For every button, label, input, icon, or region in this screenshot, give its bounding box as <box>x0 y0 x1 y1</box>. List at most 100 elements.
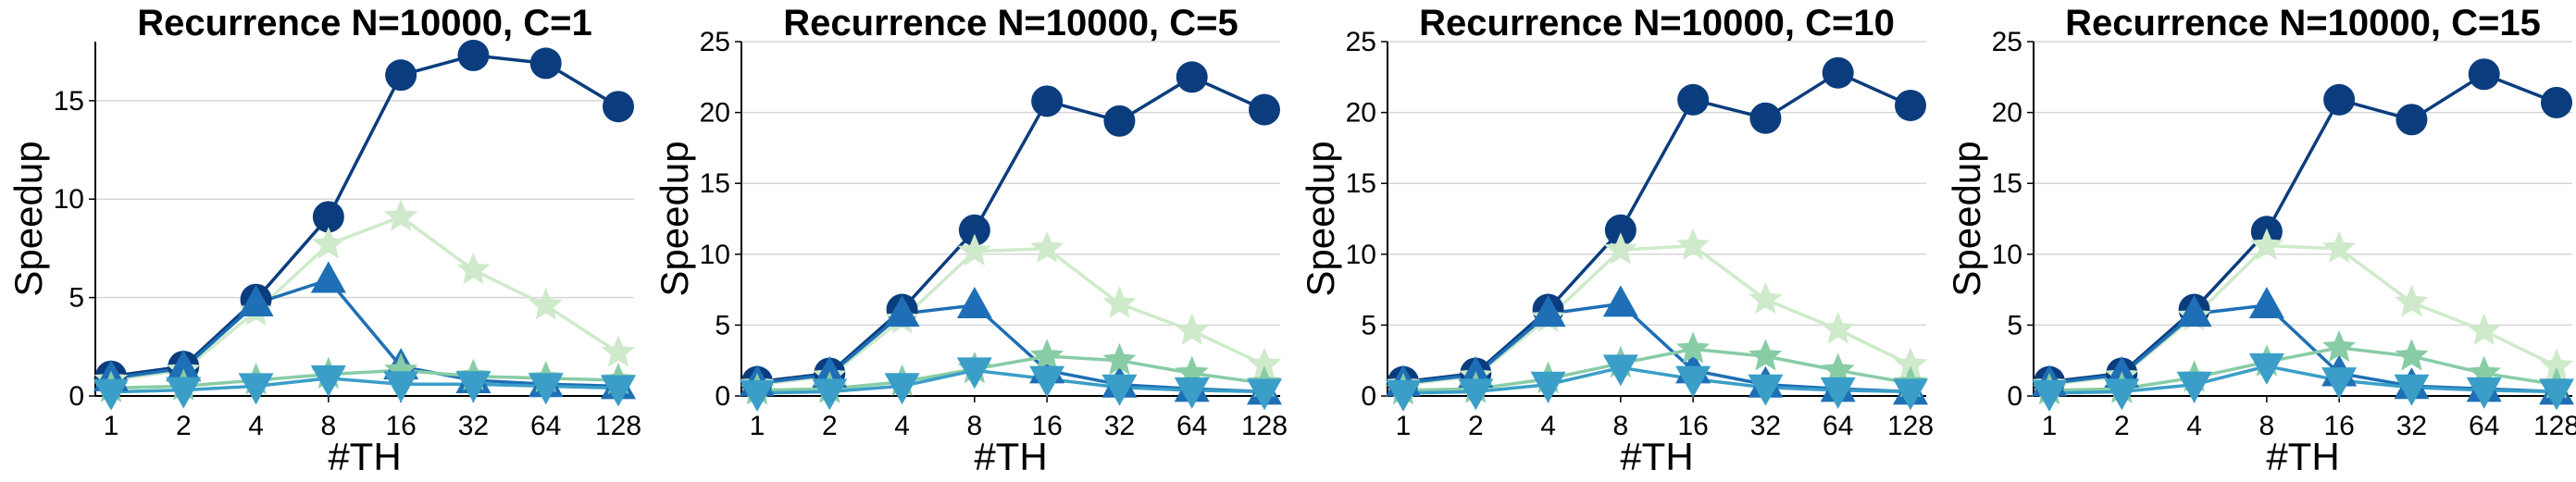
y-tick-label: 5 <box>715 310 730 340</box>
x-tick-label: 2 <box>1468 411 1484 441</box>
x-tick-label: 2 <box>822 411 838 441</box>
data-point-star <box>1821 312 1855 344</box>
y-tick-label: 0 <box>1361 381 1376 412</box>
y-tick-label: 20 <box>700 98 730 129</box>
data-point-triangle-down <box>812 378 848 411</box>
data-point-triangle-down <box>2032 379 2067 412</box>
x-tick-label: 4 <box>248 411 264 441</box>
x-tick-label: 2 <box>2114 411 2130 441</box>
data-point-circle <box>312 201 344 233</box>
x-tick-label: 1 <box>2042 411 2058 441</box>
x-tick-label: 2 <box>176 411 192 441</box>
data-point-triangle-down <box>1893 378 1928 411</box>
y-tick-label: 15 <box>1992 168 2022 199</box>
x-tick-label: 1 <box>750 411 765 441</box>
data-point-triangle-up <box>1530 295 1566 328</box>
data-point-circle <box>2468 58 2500 91</box>
y-axis-label: Speedup <box>1945 141 1988 296</box>
data-point-star <box>1676 228 1711 260</box>
data-point-star <box>2395 284 2429 317</box>
y-tick-label: 10 <box>54 184 84 215</box>
data-point-triangle-down <box>2539 378 2574 411</box>
y-tick-label: 0 <box>68 381 84 412</box>
x-tick-label: 64 <box>530 411 561 441</box>
data-point-triangle-down <box>1530 371 1566 403</box>
data-point-triangle-up <box>2248 286 2284 318</box>
data-point-triangle-down <box>1101 374 1138 406</box>
chart-title: Recurrence N=10000, C=15 <box>2065 3 2541 43</box>
data-point-triangle-down <box>1386 379 1421 412</box>
data-point-triangle-down <box>310 365 346 397</box>
y-tick-label: 5 <box>2007 310 2022 340</box>
data-point-triangle-down <box>2248 352 2284 385</box>
data-point-circle <box>603 91 634 123</box>
x-axis-label: #TH <box>328 435 401 478</box>
y-tick-label: 15 <box>1346 168 1376 199</box>
x-tick-label: 8 <box>2259 411 2275 441</box>
data-point-star <box>311 227 345 259</box>
data-point-triangle-up <box>238 284 274 316</box>
y-tick-label: 20 <box>1346 98 1376 129</box>
x-tick-label: 128 <box>595 411 641 441</box>
data-point-triangle-down <box>1820 377 1856 409</box>
y-tick-label: 0 <box>715 381 730 412</box>
data-point-circle <box>2323 83 2356 116</box>
data-point-star <box>384 199 418 231</box>
x-tick-label: 64 <box>1823 411 1853 441</box>
data-point-triangle-up <box>310 261 346 293</box>
data-point-circle <box>1895 89 1926 121</box>
y-tick-label: 25 <box>700 27 730 57</box>
data-point-triangle-down <box>1602 354 1638 387</box>
data-point-star <box>1247 347 1282 379</box>
series-line-5 <box>110 377 619 394</box>
y-tick-label: 10 <box>1992 240 2022 270</box>
data-point-star <box>456 252 491 285</box>
x-axis-label: #TH <box>2266 435 2339 478</box>
data-point-star <box>2249 228 2284 260</box>
data-point-circle <box>385 59 417 92</box>
data-point-circle <box>529 47 562 80</box>
data-point-star <box>1030 230 1064 263</box>
x-tick-label: 128 <box>2533 411 2576 441</box>
data-point-triangle-down <box>1174 377 1210 409</box>
x-tick-label: 32 <box>458 411 489 441</box>
series-line-5 <box>756 368 1265 395</box>
x-tick-label: 8 <box>321 411 337 441</box>
series-line-5 <box>2048 365 2557 395</box>
data-point-circle <box>1749 102 1782 134</box>
y-tick-label: 15 <box>54 86 84 117</box>
chart-title: Recurrence N=10000, C=5 <box>783 3 1238 43</box>
x-tick-label: 16 <box>385 411 416 441</box>
data-point-star <box>529 288 563 320</box>
data-point-triangle-up <box>2176 295 2212 328</box>
data-point-triangle-down <box>601 375 636 407</box>
data-point-triangle-down <box>1029 365 1065 398</box>
data-point-triangle-down <box>93 378 129 411</box>
data-point-triangle-down <box>2321 367 2358 400</box>
data-point-star <box>2395 339 2429 371</box>
x-tick-label: 128 <box>1241 411 1288 441</box>
data-point-star <box>1821 352 1855 385</box>
x-tick-label: 8 <box>967 411 983 441</box>
x-tick-label: 64 <box>1176 411 1207 441</box>
y-tick-label: 25 <box>1992 27 2022 57</box>
data-point-star <box>1748 339 1783 371</box>
data-point-circle <box>2396 104 2428 136</box>
series-line-5 <box>1402 365 1911 395</box>
data-point-star <box>1676 331 1711 364</box>
data-point-circle <box>958 214 990 246</box>
data-point-star <box>1748 281 1783 315</box>
data-point-circle <box>1249 93 1280 126</box>
data-point-triangle-down <box>1458 378 1494 411</box>
data-point-triangle-down <box>2394 374 2430 406</box>
data-point-circle <box>1031 85 1064 117</box>
data-point-triangle-up <box>956 286 992 318</box>
data-point-star <box>1102 286 1137 318</box>
data-point-star <box>2322 329 2357 363</box>
chart-title: Recurrence N=10000, C=10 <box>1419 3 1895 43</box>
x-tick-label: 16 <box>1677 411 1708 441</box>
data-point-circle <box>1176 61 1208 93</box>
data-point-circle <box>1604 214 1636 246</box>
data-point-triangle-down <box>884 373 920 405</box>
x-tick-label: 4 <box>2186 411 2202 441</box>
